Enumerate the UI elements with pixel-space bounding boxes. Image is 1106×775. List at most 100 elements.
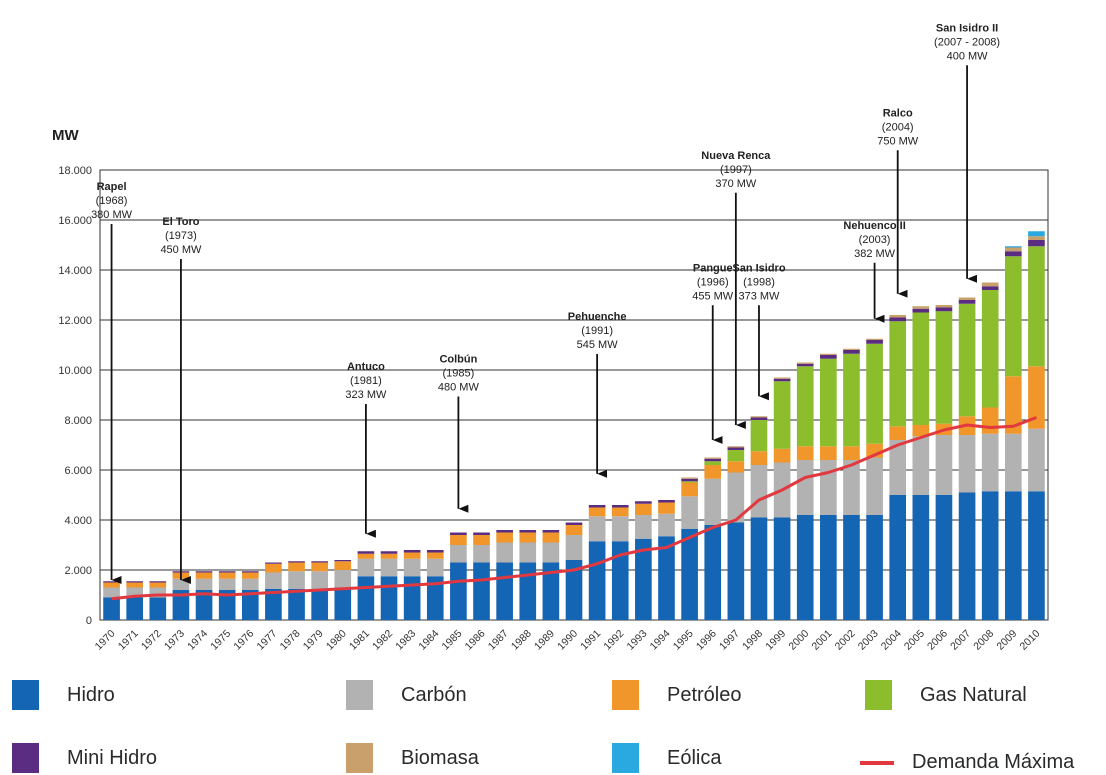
y-axis-ticks: 0 2.000 4.000 6.000 8.000 10.000 12.000 14.000 1… (58, 165, 92, 627)
bar-segment-hidro (103, 597, 120, 620)
bar-segment-mini-hidro (149, 581, 167, 583)
bar-segment-hidro (473, 562, 490, 620)
annotation-detail: (1968) (96, 195, 128, 207)
bar-segment-biomasa (866, 338, 883, 340)
bar-segment-biomasa (820, 353, 837, 355)
bar-segment-gas-natural (843, 353, 860, 447)
annotation-detail: (1997) (720, 164, 752, 176)
chart-area: 0 2.000 4.000 6.000 8.000 10.000 12.000 14.000 1… (52, 22, 1049, 653)
bar-segment-hidro (958, 492, 976, 620)
bar-segment-mini-hidro (403, 550, 421, 553)
bar-segment-petr-leo (588, 507, 606, 517)
bar-segment-petr-leo (426, 552, 444, 559)
bar-segment-gas-natural (727, 450, 745, 462)
bar-segment-gas-natural (889, 321, 907, 427)
bar-segment-petr-leo (288, 562, 305, 572)
bar-segment-mini-hidro (241, 571, 259, 573)
legend-label-gas-natural: Gas Natural (920, 683, 1027, 706)
annotation-title: Colbún (439, 354, 477, 366)
x-tick-label: 1995 (671, 628, 696, 653)
bar-segment-mini-hidro (981, 286, 999, 290)
bar-segment-carb-n (241, 578, 259, 590)
legend-item-carbon: Carbón (346, 680, 467, 710)
x-tick-label: 2004 (879, 628, 904, 653)
bar-segment-mini-hidro (635, 501, 652, 504)
annotation-detail: 373 MW (738, 290, 780, 302)
bar-segment-carb-n (265, 572, 282, 589)
bar-segment-petr-leo (241, 572, 259, 579)
x-tick-label: 1974 (185, 628, 210, 653)
bar-segment-petr-leo (658, 502, 675, 514)
legend-swatch-biomasa (346, 743, 373, 773)
annotation: San Isidro (1998) 373 MW (732, 262, 786, 401)
x-axis-ticks: 1970197119721973197419751976197719781979… (93, 628, 1043, 653)
bar-segment-petr-leo (981, 407, 999, 434)
bar-segment-carb-n (496, 542, 513, 563)
x-tick-label: 1979 (301, 628, 326, 653)
bar-segment-hidro (334, 587, 352, 620)
annotation-title: Pehuenche (568, 311, 627, 323)
annotation-detail: 455 MW (692, 290, 734, 302)
bar-segment-hidro (265, 588, 282, 620)
bar-segment-hidro (935, 495, 953, 620)
annotation-detail: (1998) (743, 276, 775, 288)
legend-label-carbon: Carbón (401, 683, 467, 706)
bar-segment-gas-natural (820, 358, 837, 447)
bar-segment-biomasa (750, 416, 768, 418)
bar-segment-petr-leo (750, 451, 768, 465)
x-tick-label: 2001 (809, 628, 834, 653)
bar-segment-e-lica (1028, 231, 1045, 237)
annotation-title: Nehuenco II (843, 220, 905, 232)
bar-segment-hidro (241, 590, 259, 620)
bar-segment-biomasa (912, 306, 930, 309)
bar-segment-mini-hidro (103, 581, 120, 583)
bar-segment-mini-hidro (357, 551, 375, 554)
bar-segment-carb-n (681, 496, 698, 529)
annotation: Rapel (1968) 380 MW (91, 181, 133, 584)
bar-segment-mini-hidro (288, 561, 305, 563)
bar-segment-petr-leo (473, 535, 490, 545)
x-tick-label: 1989 (532, 628, 557, 653)
y-tick-label: 10.000 (58, 365, 92, 377)
annotation: Nehuenco II (2003) 382 MW (843, 220, 906, 323)
bar-segment-hidro (981, 491, 999, 620)
bar-segment-carb-n (889, 440, 907, 495)
y-tick-label: 18.000 (58, 165, 92, 177)
x-tick-label: 1977 (255, 628, 280, 653)
legend-swatch-carbon (346, 680, 373, 710)
x-tick-label: 1980 (324, 628, 349, 653)
legend-label-eolica: Eólica (667, 746, 722, 769)
bar-segment-hidro (704, 525, 722, 620)
bar-segment-mini-hidro (658, 500, 675, 503)
bar-segment-hidro (565, 560, 583, 620)
bar-segment-carb-n (103, 587, 120, 598)
annotation-detail: 382 MW (854, 248, 896, 260)
legend-label-petroleo: Petróleo (667, 683, 742, 706)
bar-segment-mini-hidro (450, 532, 467, 535)
bar-segment-hidro (426, 576, 444, 620)
bar-segment-carb-n (380, 558, 398, 577)
bar-segment-hidro (496, 562, 513, 620)
bar-segment-carb-n (658, 513, 675, 537)
bar-segment-gas-natural (704, 461, 722, 465)
bar-segment-carb-n (426, 558, 444, 577)
y-tick-label: 4.000 (64, 515, 92, 527)
bar-segment-gas-natural (981, 290, 999, 408)
bar-segment-carb-n (958, 435, 976, 493)
bar-segment-hidro (912, 495, 930, 620)
bar-segment-petr-leo (889, 426, 907, 440)
bar-segment-biomasa (889, 315, 907, 318)
x-tick-label: 1973 (162, 628, 187, 653)
bar-segment-gas-natural (866, 343, 883, 444)
bar-segment-mini-hidro (704, 458, 722, 462)
bar-segment-gas-natural (773, 381, 791, 449)
bar-segment-petr-leo (796, 446, 814, 460)
annotation: Colbún (1985) 480 MW (438, 354, 479, 513)
bar-segment-gas-natural (1004, 256, 1022, 377)
legend-item-eolica: Eólica (612, 743, 721, 773)
bar-segment-gas-natural (935, 311, 953, 424)
bar-segment-carb-n (519, 542, 537, 563)
annotation-detail: 370 MW (715, 178, 757, 190)
bar-segment-hidro (635, 538, 652, 620)
bar-segment-biomasa (704, 457, 722, 459)
